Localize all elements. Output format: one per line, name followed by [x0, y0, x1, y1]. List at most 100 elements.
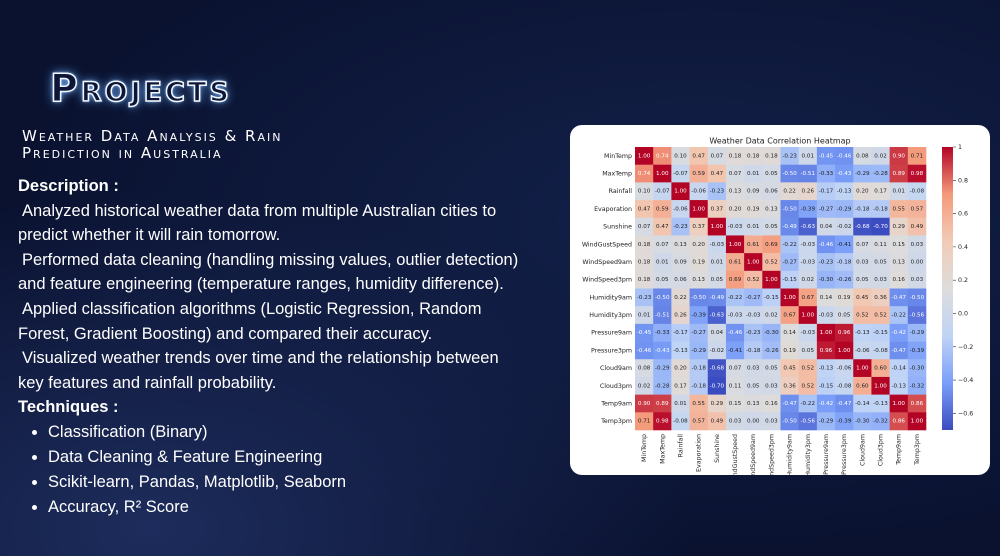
- heatmap-cell: [907, 306, 927, 325]
- heatmap-cell: [853, 235, 872, 254]
- heatmap-cell: [889, 394, 909, 413]
- cell-label: 0.52: [874, 313, 886, 319]
- cell-label: 0.01: [747, 171, 760, 177]
- heatmap-cell: [798, 164, 818, 183]
- heatmap-cell: [853, 412, 872, 431]
- heatmap-cell: [907, 147, 927, 165]
- cell-label: -0.27: [691, 330, 706, 336]
- cell-label: -0.03: [801, 242, 816, 248]
- heatmap-cell: [635, 270, 654, 289]
- heatmap-cell: [907, 217, 927, 236]
- cell-label: 0.16: [765, 401, 778, 407]
- heatmap-cell: [780, 306, 799, 325]
- heatmap-cell: [853, 270, 872, 289]
- heatmap-cell: [671, 270, 690, 289]
- cell-label: 0.05: [765, 366, 778, 372]
- heatmap-cell: [907, 412, 927, 431]
- cell-label: 0.03: [911, 277, 924, 283]
- colorbar-tick-label: −0.6: [958, 410, 973, 417]
- cell-label: -0.13: [837, 189, 852, 195]
- colorbar: [942, 147, 953, 430]
- heatmap-cell: [671, 341, 690, 360]
- y-tick-label: WindSpeed3pm: [582, 277, 632, 284]
- heatmap-cell: [707, 217, 727, 236]
- heatmap-cell: [853, 394, 872, 413]
- cell-label: 0.18: [765, 153, 778, 159]
- heatmap-cell: [671, 217, 690, 236]
- heatmap-cell: [835, 376, 854, 395]
- cell-label: -0.18: [837, 259, 852, 265]
- heatmap-cell: [835, 235, 854, 254]
- cell-label: 0.20: [674, 366, 687, 372]
- heatmap-cell: [707, 323, 727, 342]
- cell-label: -0.50: [691, 295, 706, 301]
- heatmap-cell: [853, 164, 872, 183]
- cell-label: -0.46: [819, 242, 834, 248]
- cell-label: -0.43: [837, 171, 852, 177]
- cell-label: 0.07: [729, 366, 742, 372]
- heatmap-cell: [780, 217, 799, 236]
- heatmap-cell: [725, 359, 745, 378]
- heatmap-cell: [835, 341, 854, 360]
- cell-label: -0.41: [837, 242, 852, 248]
- heatmap-cell: [816, 359, 836, 378]
- heatmap-cell: [871, 394, 890, 413]
- cell-label: -0.29: [691, 348, 706, 354]
- cell-label: -0.47: [782, 401, 797, 407]
- heatmap-cell: [707, 253, 727, 272]
- x-tick-label: Humidity9am: [787, 434, 794, 475]
- cell-label: 1.00: [838, 348, 851, 354]
- heatmap-cell: [907, 253, 927, 272]
- heatmap-cell: [835, 182, 854, 201]
- heatmap-cell: [671, 164, 690, 183]
- cell-label: 0.67: [802, 295, 815, 301]
- heatmap-cell: [653, 164, 672, 183]
- y-tick-label: Temp3pm: [600, 418, 632, 425]
- technique-item: Accuracy, R² Score: [48, 495, 518, 520]
- heatmap-cell: [707, 182, 727, 201]
- heatmap-cell: [744, 341, 763, 360]
- heatmap-cell: [671, 288, 690, 307]
- y-tick-label: Temp9am: [600, 400, 632, 407]
- heatmap-cell: [835, 412, 854, 431]
- cell-label: 0.07: [711, 153, 724, 159]
- heatmap-chart: Weather Data Correlation Heatmap 1.00 0.7…: [582, 137, 973, 476]
- y-tick-label: Pressure9am: [591, 330, 632, 337]
- description-line: Forest, Gradient Boosting) and compared …: [18, 324, 433, 343]
- chart-title: Weather Data Correlation Heatmap: [709, 137, 850, 146]
- cell-label: -0.03: [746, 313, 761, 319]
- heatmap-cell: [762, 217, 781, 236]
- cell-label: 0.36: [783, 383, 796, 389]
- cell-label: 0.18: [729, 153, 742, 159]
- heatmap-cell: [907, 235, 927, 254]
- heatmap-cell: [689, 253, 709, 272]
- cell-label: -0.18: [855, 206, 870, 212]
- description-line: Analyzed historical weather data from mu…: [22, 201, 497, 220]
- description-line: predict whether it will rain tomorrow.: [18, 226, 281, 245]
- cell-label: 0.10: [674, 153, 687, 159]
- heatmap-cell: [762, 306, 781, 325]
- heatmap-cell: [907, 341, 927, 360]
- heatmap-cell: [707, 200, 727, 219]
- heatmap-cell: [816, 412, 836, 431]
- heatmap-cell: [653, 288, 672, 307]
- heatmap-cell: [707, 359, 727, 378]
- heatmap-cell: [871, 253, 890, 272]
- heatmap-cell: [744, 288, 763, 307]
- cell-label: 0.86: [892, 419, 905, 425]
- cell-label: 0.61: [747, 242, 760, 248]
- cell-label: 0.89: [892, 171, 905, 177]
- heatmap-cell: [871, 306, 890, 325]
- heatmap-cell: [671, 182, 690, 201]
- cell-label: -0.27: [746, 295, 761, 301]
- heatmap-cell: [744, 253, 763, 272]
- heatmap-cell: [853, 306, 872, 325]
- cell-label: 0.08: [638, 366, 651, 372]
- heatmap-cell: [816, 200, 836, 219]
- cell-label: 0.13: [692, 277, 705, 283]
- y-tick-label: Cloud3pm: [600, 383, 632, 390]
- heatmap-cell: [689, 200, 709, 219]
- cell-label: -0.30: [910, 366, 925, 372]
- heatmap-cell: [871, 270, 890, 289]
- heatmap-cell: [671, 394, 690, 413]
